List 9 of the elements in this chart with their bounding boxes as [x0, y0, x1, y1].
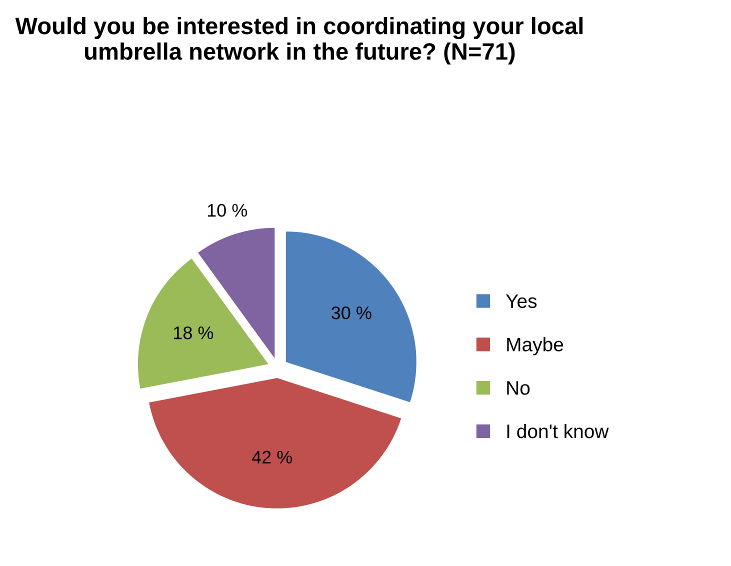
legend-label: Yes: [506, 294, 537, 308]
legend-label: I don't know: [507, 424, 609, 438]
data-label: 18 %: [174, 326, 214, 340]
data-label: 10 %: [208, 204, 248, 217]
chart-title: Would you be interested in coordinating your local umbrella network in the future? (N=71): [15, 16, 583, 65]
legend-label: No: [507, 381, 530, 395]
legend-label: Maybe: [507, 337, 564, 356]
data-label: 30 %: [332, 306, 372, 320]
data-label: 42 %: [252, 450, 292, 464]
